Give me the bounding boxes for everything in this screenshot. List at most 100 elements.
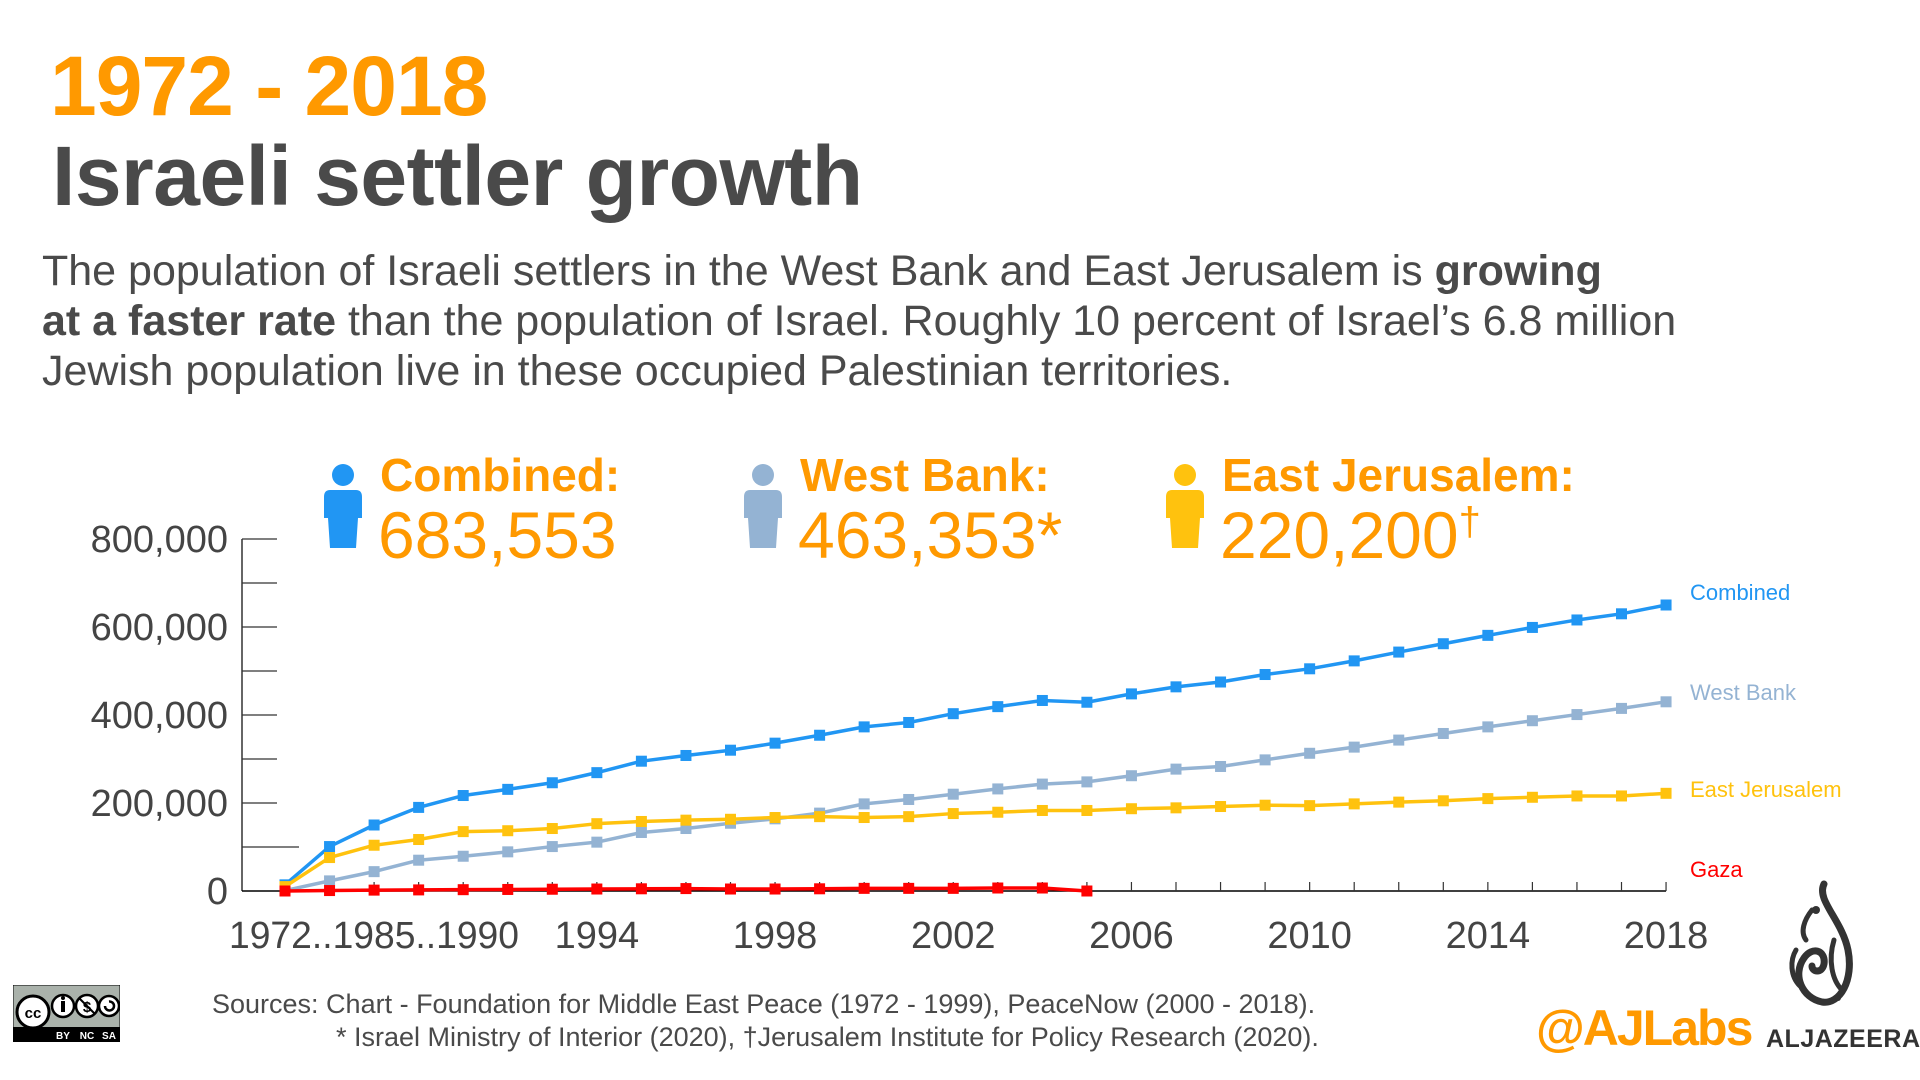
person-icon: [1166, 464, 1204, 548]
x-tick-label: 2002: [911, 915, 996, 957]
data-point-gaza: [858, 882, 870, 894]
svg-text:BY: BY: [56, 1031, 70, 1042]
data-point-west-bank: [324, 875, 336, 887]
data-point-east-jerusalem: [1170, 802, 1182, 814]
data-point-west-bank: [947, 788, 959, 800]
y-tick-label: 800,000: [91, 519, 228, 561]
data-point-gaza: [769, 883, 781, 895]
page-title: Israeli settler growth: [52, 129, 863, 223]
data-point-east-jerusalem: [1125, 803, 1137, 815]
series-label-combined: Combined: [1690, 580, 1790, 605]
y-tick-label: 400,000: [91, 695, 228, 737]
data-point-gaza: [814, 883, 826, 895]
y-tick-label: 200,000: [91, 783, 228, 825]
data-point-combined: [635, 755, 647, 767]
series-line-west-bank: [284, 700, 1667, 893]
data-point-east-jerusalem: [992, 806, 1004, 818]
x-tick-label: 1994: [555, 915, 640, 957]
data-point-east-jerusalem: [1259, 799, 1271, 811]
data-point-west-bank: [1125, 770, 1137, 782]
data-point-combined: [1348, 655, 1360, 667]
data-point-east-jerusalem: [324, 852, 336, 864]
stat-label: East Jerusalem:: [1222, 449, 1575, 501]
data-point-west-bank: [1616, 702, 1627, 714]
chart-labels: 0 200,000 400,000 600,000 800,000 1972..1985.…: [91, 519, 1842, 957]
svg-text:NC: NC: [80, 1031, 94, 1042]
stat-value: 683,553: [378, 498, 617, 572]
data-point-combined: [725, 744, 736, 756]
intro-paragraph: The population of Israeli settlers in th…: [42, 246, 1676, 396]
data-point-gaza: [368, 884, 380, 896]
person-icon: [324, 464, 362, 548]
stat-value: 220,200: [1220, 498, 1459, 572]
data-point-west-bank: [368, 866, 380, 878]
y-tick-label: 600,000: [91, 607, 228, 649]
data-point-west-bank: [992, 783, 1004, 795]
svg-text:SA: SA: [102, 1031, 116, 1042]
series-label-east-jerusalem: East Jerusalem: [1690, 777, 1842, 802]
ajlabs-handle: @AJLabs: [1536, 1000, 1753, 1056]
data-point-gaza: [680, 883, 692, 895]
svg-text:cc: cc: [25, 1005, 42, 1022]
data-point-east-jerusalem: [1393, 796, 1405, 808]
stat-label: Combined:: [380, 449, 621, 501]
data-point-gaza: [992, 882, 1004, 894]
data-point-combined: [368, 819, 380, 831]
data-point-west-bank: [1304, 747, 1316, 759]
series-east-jerusalem: [279, 787, 1672, 893]
data-point-east-jerusalem: [1348, 798, 1360, 810]
data-point-east-jerusalem: [413, 834, 425, 846]
data-point-west-bank: [1482, 721, 1494, 733]
stat-label: West Bank:: [800, 449, 1050, 501]
stat-footnote-mark: *: [1036, 498, 1063, 572]
data-point-east-jerusalem: [635, 815, 647, 827]
stat-footnote-mark: †: [1458, 500, 1481, 544]
sources-note: Sources: Chart - Foundation for Middle E…: [212, 988, 1319, 1054]
series-label-gaza: Gaza: [1690, 857, 1743, 882]
data-point-combined: [1036, 694, 1048, 706]
data-point-east-jerusalem: [368, 839, 380, 851]
aljazeera-wordmark: ALJAZEERA: [1766, 1025, 1920, 1053]
para-line3: Jewish population live in these occupied…: [42, 347, 1233, 395]
data-point-east-jerusalem: [903, 811, 915, 823]
sources-line-2: * Israel Ministry of Interior (2020), †J…: [336, 1022, 1319, 1052]
data-point-west-bank: [1036, 778, 1048, 790]
data-point-gaza: [635, 883, 647, 895]
data-point-east-jerusalem: [1660, 787, 1672, 799]
cc-license-badge: cc $ BY NC SA: [12, 984, 121, 1043]
data-point-combined: [858, 721, 870, 733]
x-tick-label: 2018: [1624, 915, 1709, 957]
data-point-east-jerusalem: [814, 811, 826, 823]
data-point-combined: [1259, 669, 1271, 681]
data-point-combined: [591, 767, 603, 779]
data-point-west-bank: [413, 854, 425, 866]
data-point-east-jerusalem: [1215, 801, 1227, 813]
data-point-combined: [814, 729, 826, 741]
series-label-west-bank: West Bank: [1690, 680, 1797, 705]
data-point-gaza: [1081, 885, 1093, 897]
data-point-combined: [1125, 688, 1137, 700]
data-point-west-bank: [1660, 696, 1672, 708]
data-point-gaza: [324, 885, 336, 897]
data-point-west-bank: [903, 793, 915, 805]
data-point-east-jerusalem: [1036, 804, 1048, 816]
data-point-gaza: [903, 882, 915, 894]
data-point-west-bank: [1215, 760, 1227, 772]
data-point-combined: [1660, 599, 1672, 611]
data-point-east-jerusalem: [725, 813, 736, 825]
data-point-east-jerusalem: [546, 823, 558, 835]
data-point-combined: [1215, 676, 1227, 688]
data-point-combined: [413, 801, 425, 813]
para-line1: The population of Israeli settlers in th…: [42, 247, 1435, 295]
data-point-west-bank: [1348, 741, 1360, 753]
data-point-combined: [546, 777, 558, 789]
data-point-combined: [1081, 696, 1093, 708]
line-chart: 0 200,000 400,000 600,000 800,000 1972..1985.…: [91, 519, 1842, 957]
data-point-east-jerusalem: [1437, 795, 1449, 807]
data-point-combined: [680, 749, 692, 761]
data-point-combined: [769, 737, 781, 749]
data-point-east-jerusalem: [769, 812, 781, 824]
data-point-east-jerusalem: [457, 826, 469, 838]
y-tick-label: 0: [207, 871, 228, 913]
data-point-combined: [947, 708, 959, 720]
